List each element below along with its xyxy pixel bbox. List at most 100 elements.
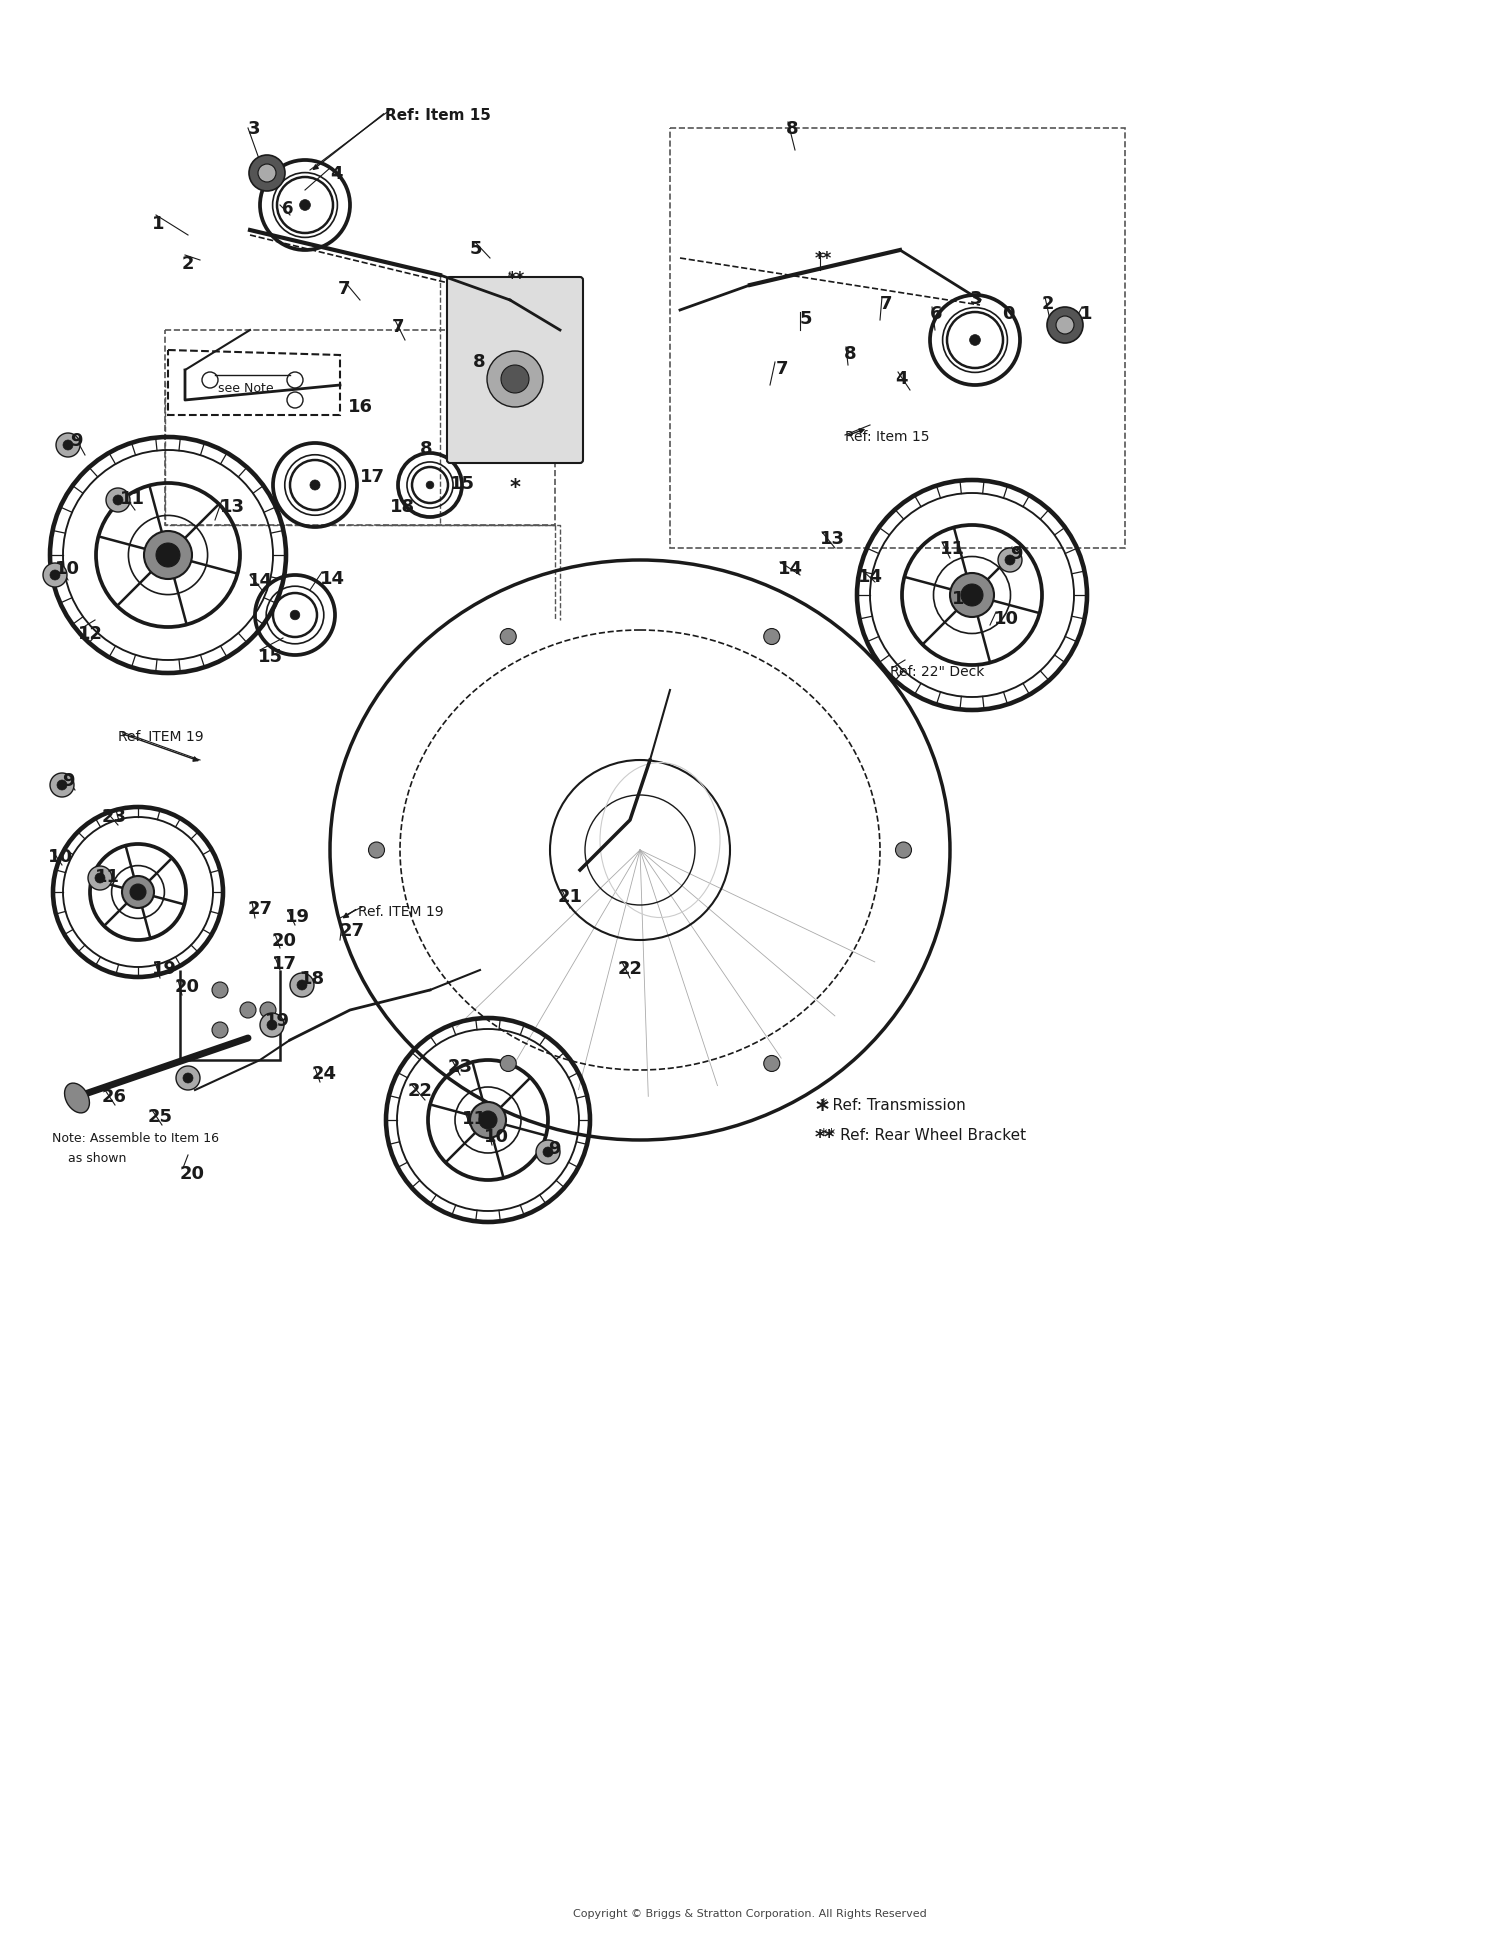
- Text: 1: 1: [1080, 305, 1092, 323]
- Text: 2: 2: [1042, 295, 1054, 313]
- Circle shape: [267, 1021, 278, 1030]
- Text: 4: 4: [896, 369, 908, 389]
- Circle shape: [501, 365, 530, 393]
- Circle shape: [501, 1056, 516, 1071]
- Text: 5: 5: [470, 239, 483, 259]
- Circle shape: [260, 1013, 284, 1036]
- Text: 14: 14: [248, 572, 273, 589]
- Text: 13: 13: [220, 498, 245, 515]
- Text: * Ref: Transmission: * Ref: Transmission: [821, 1098, 966, 1114]
- Circle shape: [176, 1065, 200, 1091]
- Text: 22: 22: [408, 1083, 434, 1100]
- Text: 9: 9: [70, 432, 82, 449]
- Circle shape: [50, 774, 74, 797]
- Circle shape: [369, 842, 384, 857]
- Text: see Note: see Note: [217, 383, 273, 395]
- FancyBboxPatch shape: [447, 276, 584, 463]
- Text: 8: 8: [786, 121, 798, 138]
- Circle shape: [144, 531, 192, 579]
- Text: 0: 0: [1002, 305, 1014, 323]
- Circle shape: [57, 780, 68, 789]
- Text: 22: 22: [618, 960, 644, 978]
- Ellipse shape: [64, 1083, 90, 1112]
- Text: 20: 20: [176, 978, 200, 995]
- Text: 20: 20: [180, 1164, 206, 1184]
- Text: **: **: [815, 1128, 836, 1147]
- Text: 23: 23: [102, 809, 128, 826]
- Text: 7: 7: [776, 360, 789, 377]
- Text: 9: 9: [1010, 544, 1023, 564]
- Circle shape: [297, 980, 307, 989]
- Text: 14: 14: [778, 560, 802, 577]
- Circle shape: [300, 200, 310, 210]
- Circle shape: [310, 480, 320, 490]
- Circle shape: [156, 542, 180, 568]
- Text: ** Ref: Rear Wheel Bracket: ** Ref: Rear Wheel Bracket: [821, 1128, 1026, 1143]
- Text: 11: 11: [462, 1110, 488, 1128]
- Text: 8: 8: [420, 439, 432, 459]
- Circle shape: [130, 885, 146, 900]
- Text: 27: 27: [340, 921, 364, 941]
- Text: 3: 3: [970, 290, 982, 307]
- Bar: [165, 330, 555, 525]
- Text: 18: 18: [300, 970, 326, 988]
- Text: 17: 17: [272, 955, 297, 974]
- Text: 1: 1: [152, 216, 165, 233]
- Text: 15: 15: [258, 647, 284, 667]
- Text: 7: 7: [338, 280, 351, 297]
- Text: 8: 8: [472, 354, 486, 371]
- Circle shape: [1056, 317, 1074, 334]
- Text: 4: 4: [330, 165, 342, 183]
- Text: 19: 19: [152, 960, 177, 978]
- Text: 13: 13: [821, 531, 844, 548]
- Text: 11: 11: [120, 490, 146, 507]
- Text: 10: 10: [48, 848, 74, 865]
- Circle shape: [470, 1102, 506, 1137]
- Circle shape: [962, 583, 982, 607]
- Circle shape: [112, 496, 123, 505]
- Circle shape: [211, 982, 228, 997]
- Text: 8: 8: [844, 344, 856, 364]
- Circle shape: [240, 1001, 256, 1019]
- Text: 10: 10: [484, 1128, 508, 1147]
- Text: 6: 6: [930, 305, 942, 323]
- Text: 7: 7: [880, 295, 892, 313]
- Text: Ref: 22" Deck: Ref: 22" Deck: [890, 665, 984, 678]
- Text: 5: 5: [800, 309, 813, 329]
- Text: 11: 11: [940, 540, 964, 558]
- Text: 10: 10: [994, 610, 1018, 628]
- Circle shape: [106, 488, 130, 511]
- Text: Note: Assemble to Item 16: Note: Assemble to Item 16: [53, 1131, 219, 1145]
- Circle shape: [764, 628, 780, 645]
- Circle shape: [950, 573, 994, 616]
- Text: 17: 17: [360, 469, 386, 486]
- Circle shape: [122, 877, 154, 908]
- Text: **: **: [509, 270, 525, 288]
- Text: 20: 20: [272, 931, 297, 951]
- Text: 12: 12: [952, 589, 976, 608]
- Text: 3: 3: [248, 121, 261, 138]
- Circle shape: [290, 974, 314, 997]
- Text: 14: 14: [320, 570, 345, 587]
- Text: 24: 24: [312, 1065, 338, 1083]
- Circle shape: [50, 570, 60, 579]
- Circle shape: [500, 628, 516, 645]
- Text: *: *: [815, 1098, 828, 1122]
- Circle shape: [478, 1112, 496, 1129]
- Circle shape: [969, 334, 981, 346]
- Circle shape: [260, 1001, 276, 1019]
- Text: 9: 9: [62, 772, 75, 789]
- Bar: [670, 128, 1125, 548]
- Text: **: **: [815, 251, 833, 268]
- Text: 9: 9: [548, 1139, 561, 1159]
- Text: 7: 7: [392, 319, 405, 336]
- Circle shape: [56, 434, 80, 457]
- Circle shape: [1005, 554, 1016, 566]
- Text: 15: 15: [450, 474, 476, 494]
- Circle shape: [543, 1147, 554, 1157]
- Circle shape: [1047, 307, 1083, 342]
- Text: 27: 27: [248, 900, 273, 918]
- Text: *: *: [510, 478, 520, 498]
- Circle shape: [63, 439, 74, 449]
- Text: Ref: Item 15: Ref: Item 15: [386, 109, 490, 122]
